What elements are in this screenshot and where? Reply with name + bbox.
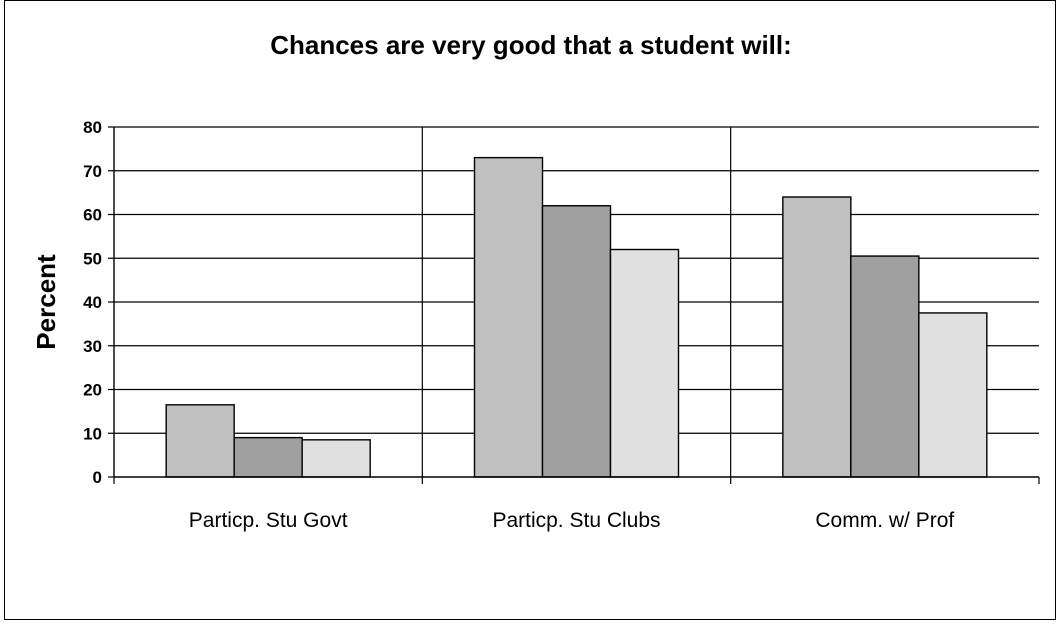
- x-category-label: Particp. Stu Clubs: [492, 509, 660, 532]
- bar: [541, 205, 612, 478]
- y-tick-label: 10: [83, 424, 102, 443]
- chart-title: Chances are very good that a student wil…: [270, 30, 792, 60]
- bars: [165, 156, 988, 478]
- y-tick-label: 30: [83, 337, 102, 356]
- y-tick-label: 20: [83, 381, 102, 400]
- axis-labels: 0 10 20 30 40 50 60 70 80 Particp. Stu Govt Partic…: [83, 118, 954, 532]
- y-tick-label: 60: [83, 206, 102, 225]
- bar: [609, 248, 680, 478]
- bar: [233, 436, 303, 478]
- y-tick-label: 0: [93, 468, 102, 487]
- bar: [850, 255, 920, 478]
- bar: [918, 312, 988, 478]
- x-category-label: Particp. Stu Govt: [189, 509, 348, 532]
- x-category-label: Comm. w/ Prof: [815, 509, 954, 532]
- y-axis-title: Percent: [31, 254, 61, 350]
- bar: [165, 404, 235, 478]
- bar: [782, 196, 852, 478]
- y-tick-label: 40: [83, 293, 102, 312]
- bar: [473, 156, 544, 478]
- y-tick-label: 80: [83, 118, 102, 137]
- y-tick-label: 50: [83, 249, 102, 268]
- bar: [301, 439, 371, 478]
- axes: [108, 126, 1040, 484]
- y-tick-label: 70: [83, 162, 102, 181]
